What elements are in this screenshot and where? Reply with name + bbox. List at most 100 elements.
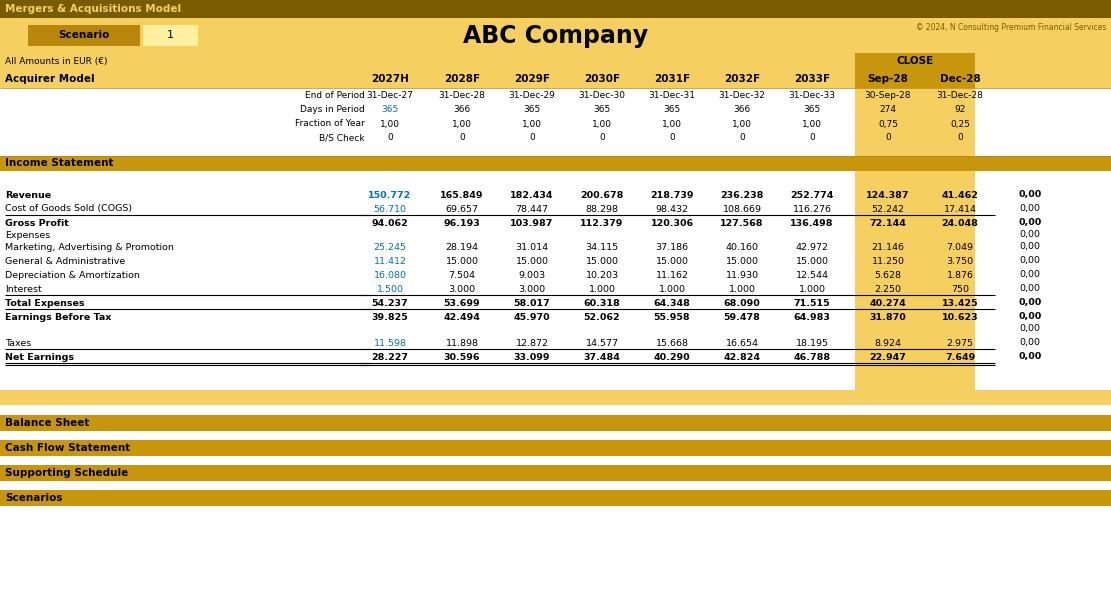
Text: 16.654: 16.654 [725, 339, 759, 347]
Text: 15.000: 15.000 [516, 257, 549, 265]
Text: 30-Sep-28: 30-Sep-28 [864, 92, 911, 101]
Text: 10.203: 10.203 [585, 271, 619, 279]
Text: 37.484: 37.484 [583, 353, 620, 362]
Text: 0,00: 0,00 [1020, 325, 1041, 333]
Text: End of Period: End of Period [306, 92, 366, 101]
Text: General & Administrative: General & Administrative [6, 257, 126, 265]
Text: Cost of Goods Sold (COGS): Cost of Goods Sold (COGS) [6, 205, 132, 214]
Text: 15.000: 15.000 [585, 257, 619, 265]
Text: 0,00: 0,00 [1019, 313, 1042, 322]
Text: 69.657: 69.657 [446, 205, 479, 214]
Text: 1.000: 1.000 [589, 285, 615, 294]
Text: 365: 365 [803, 106, 821, 115]
Text: 0,00: 0,00 [1020, 271, 1041, 279]
Text: 18.195: 18.195 [795, 339, 829, 347]
Text: Sep-28: Sep-28 [868, 74, 909, 84]
Text: 31-Dec-28: 31-Dec-28 [439, 92, 486, 101]
Text: 0,75: 0,75 [878, 120, 898, 129]
Text: 31-Dec-27: 31-Dec-27 [367, 92, 413, 101]
Text: 22.947: 22.947 [870, 353, 907, 362]
Text: 31.014: 31.014 [516, 243, 549, 251]
Text: 0: 0 [885, 134, 891, 143]
Text: CLOSE: CLOSE [897, 56, 933, 67]
Text: 1.876: 1.876 [947, 271, 973, 279]
Bar [0, 465, 1111, 481]
Text: 1,00: 1,00 [732, 120, 752, 129]
Text: 15.668: 15.668 [655, 339, 689, 347]
Text: 40.274: 40.274 [870, 299, 907, 308]
Text: 11.162: 11.162 [655, 271, 689, 279]
Text: Acquirer Model: Acquirer Model [6, 74, 94, 84]
Text: 0,00: 0,00 [1020, 205, 1041, 214]
Text: 2.975: 2.975 [947, 339, 973, 347]
Text: 39.825: 39.825 [371, 313, 409, 322]
Bar [0, 88, 1111, 390]
Text: Interest: Interest [6, 285, 42, 294]
Text: 11.598: 11.598 [373, 339, 407, 347]
Text: 15.000: 15.000 [725, 257, 759, 265]
Text: 252.774: 252.774 [790, 191, 833, 200]
Text: 52.062: 52.062 [583, 313, 620, 322]
Text: 365: 365 [593, 106, 611, 115]
Text: Depreciation & Amortization: Depreciation & Amortization [6, 271, 140, 279]
Text: 0: 0 [459, 134, 464, 143]
Text: 2031F: 2031F [654, 74, 690, 84]
Text: 0,00: 0,00 [1020, 285, 1041, 294]
Text: 1,00: 1,00 [802, 120, 822, 129]
Text: 42.494: 42.494 [443, 313, 480, 322]
Text: 46.788: 46.788 [793, 353, 831, 362]
Text: 103.987: 103.987 [510, 219, 553, 228]
Text: 236.238: 236.238 [720, 191, 763, 200]
Text: 0: 0 [529, 134, 534, 143]
Text: 64.983: 64.983 [793, 313, 830, 322]
Bar [0, 405, 1111, 415]
Text: 1,00: 1,00 [452, 120, 472, 129]
Text: 8.924: 8.924 [874, 339, 901, 347]
Text: B/S Check: B/S Check [319, 134, 366, 143]
Text: 2030F: 2030F [584, 74, 620, 84]
Text: 120.306: 120.306 [650, 219, 693, 228]
Text: 72.144: 72.144 [870, 219, 907, 228]
Text: 274: 274 [880, 106, 897, 115]
Bar [0, 70, 1111, 88]
Text: 0,00: 0,00 [1019, 191, 1042, 200]
Text: 1,00: 1,00 [662, 120, 682, 129]
Text: 88.298: 88.298 [585, 205, 619, 214]
Text: 0: 0 [387, 134, 393, 143]
Text: 124.387: 124.387 [867, 191, 910, 200]
Text: Dec-28: Dec-28 [940, 74, 980, 84]
Text: 365: 365 [381, 106, 399, 115]
Text: 15.000: 15.000 [795, 257, 829, 265]
Text: 45.970: 45.970 [513, 313, 550, 322]
Text: Expenses: Expenses [6, 231, 50, 240]
Text: 0,00: 0,00 [1019, 219, 1042, 228]
Text: 365: 365 [523, 106, 541, 115]
Text: 10.623: 10.623 [942, 313, 979, 322]
Text: 94.062: 94.062 [371, 219, 409, 228]
Bar [855, 53, 975, 70]
Text: 182.434: 182.434 [510, 191, 553, 200]
Text: Fraction of Year: Fraction of Year [296, 120, 366, 129]
Bar [0, 480, 1111, 490]
Text: 31-Dec-31: 31-Dec-31 [649, 92, 695, 101]
Text: 30.596: 30.596 [443, 353, 480, 362]
Text: 14.577: 14.577 [585, 339, 619, 347]
Text: 1.000: 1.000 [659, 285, 685, 294]
Text: All Amounts in EUR (€): All Amounts in EUR (€) [6, 57, 108, 66]
Text: 31-Dec-30: 31-Dec-30 [579, 92, 625, 101]
Text: 13.425: 13.425 [942, 299, 979, 308]
Text: 11.898: 11.898 [446, 339, 479, 347]
Text: 28.194: 28.194 [446, 243, 479, 251]
Text: 40.290: 40.290 [653, 353, 690, 362]
Text: 31-Dec-29: 31-Dec-29 [509, 92, 556, 101]
Text: Scenarios: Scenarios [6, 493, 62, 503]
Text: 53.699: 53.699 [443, 299, 480, 308]
Bar [0, 0, 1111, 18]
Text: Days in Period: Days in Period [300, 106, 366, 115]
Text: 71.515: 71.515 [793, 299, 830, 308]
Text: 78.447: 78.447 [516, 205, 549, 214]
Text: Supporting Schedule: Supporting Schedule [6, 468, 128, 478]
Text: Total Expenses: Total Expenses [6, 299, 84, 308]
Text: 2028F: 2028F [444, 74, 480, 84]
Text: 12.544: 12.544 [795, 271, 829, 279]
